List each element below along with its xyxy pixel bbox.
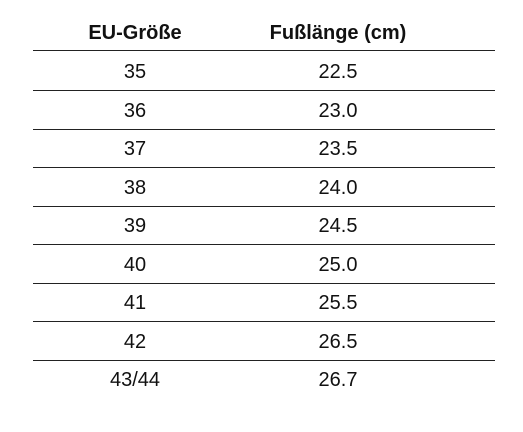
- table-cell: 39: [123, 215, 147, 237]
- table-cell: 24.5: [318, 215, 358, 237]
- table-cell: 35: [123, 61, 147, 83]
- table-cell: 36: [123, 99, 147, 122]
- table-cell: 22.5: [318, 61, 358, 83]
- table-cell: 41: [123, 292, 147, 314]
- table-cell: 25.5: [318, 292, 358, 314]
- header-cell: EU-Größe: [88, 22, 182, 44]
- table-cell: 25.0: [318, 253, 358, 276]
- row-rule: [33, 282, 495, 284]
- row-rule: [33, 244, 495, 245]
- table-cell: 42: [123, 330, 147, 353]
- row-rule: [33, 90, 495, 91]
- table-cell: 40: [123, 253, 147, 276]
- row-rule: [33, 359, 495, 361]
- row-rule: [33, 321, 495, 322]
- header-rule: [33, 50, 495, 51]
- table-cell: 38: [123, 176, 147, 199]
- table-cell: 23.5: [318, 138, 358, 160]
- table-cell: 26.7: [318, 369, 358, 391]
- header-cell: Fußlänge (cm): [269, 22, 407, 44]
- table-cell: 24.0: [318, 176, 358, 199]
- table-cell: 37: [123, 138, 147, 160]
- table-cell: 23.0: [318, 99, 358, 122]
- table-cell: 43/44: [109, 369, 161, 391]
- row-rule: [33, 205, 495, 207]
- row-rule: [33, 128, 495, 130]
- row-rule: [33, 167, 495, 168]
- table-cell: 26.5: [318, 330, 358, 353]
